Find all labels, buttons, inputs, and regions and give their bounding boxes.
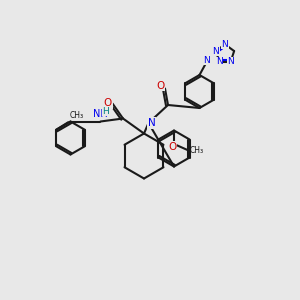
- Text: O: O: [156, 80, 165, 91]
- Text: NH: NH: [93, 109, 108, 119]
- Text: N: N: [227, 57, 234, 66]
- Text: N: N: [212, 46, 219, 56]
- Text: O: O: [168, 142, 177, 152]
- Text: N: N: [222, 40, 228, 49]
- Text: N: N: [222, 40, 228, 49]
- Text: N: N: [204, 56, 210, 64]
- Text: CH₃: CH₃: [70, 111, 84, 120]
- Text: N: N: [148, 118, 155, 128]
- Text: CH₃: CH₃: [190, 146, 204, 154]
- Text: N: N: [216, 57, 223, 66]
- Text: N: N: [227, 57, 234, 66]
- Text: N: N: [216, 57, 223, 66]
- Text: O: O: [104, 98, 112, 109]
- Text: N: N: [212, 46, 219, 56]
- Text: H: H: [103, 106, 109, 116]
